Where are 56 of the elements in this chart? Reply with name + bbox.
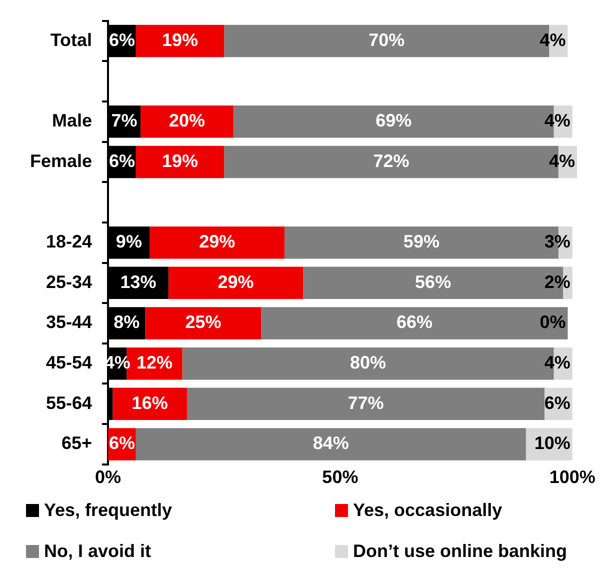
x-tick-label: 100% <box>549 467 596 488</box>
y-tick-label: 55-64 <box>46 392 92 413</box>
legend-label: Don’t use online banking <box>352 541 568 562</box>
data-label: 29% <box>218 272 254 292</box>
data-label: 19% <box>162 30 198 50</box>
bar <box>145 307 262 340</box>
bar <box>136 24 224 58</box>
bar <box>150 226 284 259</box>
data-label: 4% <box>540 30 566 50</box>
data-label: 77% <box>348 392 384 413</box>
legend-label: Yes, frequently <box>43 500 174 521</box>
bar <box>136 146 224 178</box>
y-tick-label: Male <box>52 110 92 131</box>
y-tick-label: Total <box>50 30 92 50</box>
data-label: 19% <box>162 150 198 171</box>
y-tick-label: 45-54 <box>46 352 92 373</box>
legend-label: Yes, occasionally <box>352 500 504 521</box>
data-label: 8% <box>114 312 140 332</box>
data-label: 6% <box>544 392 570 413</box>
data-label: 20% <box>168 110 205 131</box>
x-tick-label: 0% <box>95 467 122 488</box>
y-tick-label: 65+ <box>61 433 92 454</box>
bar <box>186 388 544 420</box>
bar <box>140 105 234 138</box>
legend-label: No, I avoid it <box>43 541 152 562</box>
data-label: 12% <box>136 352 172 373</box>
data-label: 56% <box>415 272 452 292</box>
data-label: 69% <box>376 110 412 131</box>
data-label: 4% <box>544 110 570 131</box>
y-tick-label: Female <box>30 150 92 171</box>
data-label: 10% <box>534 433 570 454</box>
data-label: 7% <box>111 110 138 131</box>
data-label: 59% <box>403 232 440 252</box>
data-label: 29% <box>199 232 236 252</box>
data-label: 72% <box>373 150 410 171</box>
bar <box>168 266 304 300</box>
data-label: 84% <box>312 433 349 454</box>
bar <box>136 428 526 460</box>
data-label: 25% <box>185 312 222 332</box>
x-tick-label: 50% <box>322 467 358 488</box>
data-label: 70% <box>368 30 405 50</box>
y-tick-label: 18-24 <box>46 232 92 252</box>
data-label: 4% <box>548 150 575 171</box>
data-label: 9% <box>116 232 142 252</box>
data-label: 66% <box>396 312 432 332</box>
y-tick-label: 35-44 <box>46 312 92 332</box>
data-label: 0% <box>540 312 566 332</box>
y-tick-label: 25-34 <box>46 272 92 292</box>
data-label: 16% <box>132 392 168 413</box>
data-label: 80% <box>350 352 386 373</box>
data-label: 6% <box>108 150 135 171</box>
data-label: 6% <box>108 433 135 454</box>
data-label: 6% <box>108 30 135 50</box>
data-label: 13% <box>120 272 156 292</box>
data-label: 4% <box>544 352 570 373</box>
bar <box>261 307 568 340</box>
